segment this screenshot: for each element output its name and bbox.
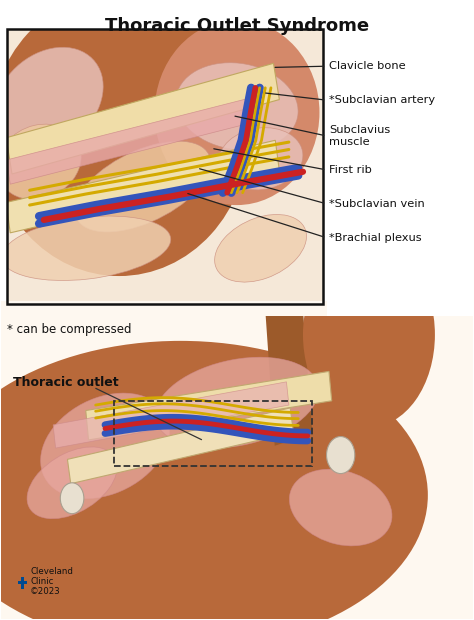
Bar bbox=[7, 29, 323, 304]
Text: *Subclavian vein: *Subclavian vein bbox=[329, 199, 425, 209]
Polygon shape bbox=[86, 371, 332, 440]
Text: Thoracic Outlet Syndrome: Thoracic Outlet Syndrome bbox=[105, 17, 369, 35]
Ellipse shape bbox=[0, 124, 81, 200]
Polygon shape bbox=[67, 408, 293, 484]
Text: * can be compressed: * can be compressed bbox=[7, 323, 132, 336]
Ellipse shape bbox=[27, 447, 117, 519]
Polygon shape bbox=[265, 310, 312, 446]
Ellipse shape bbox=[2, 216, 171, 280]
Bar bbox=[323, 0, 473, 316]
Ellipse shape bbox=[215, 215, 307, 282]
Bar bbox=[7, 29, 323, 304]
Bar bbox=[1, 301, 328, 316]
Polygon shape bbox=[6, 140, 279, 233]
Circle shape bbox=[60, 483, 84, 514]
Ellipse shape bbox=[290, 469, 392, 546]
Bar bbox=[1, 0, 7, 316]
Ellipse shape bbox=[303, 242, 435, 427]
Bar bbox=[115, 401, 312, 466]
Bar bbox=[1, 307, 473, 619]
Ellipse shape bbox=[0, 341, 428, 620]
Ellipse shape bbox=[218, 128, 303, 190]
Ellipse shape bbox=[155, 20, 319, 205]
Text: Thoracic outlet: Thoracic outlet bbox=[13, 376, 119, 389]
Text: Clavicle bone: Clavicle bone bbox=[329, 61, 406, 71]
Polygon shape bbox=[7, 96, 260, 184]
Bar bbox=[21, 577, 24, 589]
Polygon shape bbox=[6, 63, 279, 174]
Bar bbox=[1, 0, 473, 29]
Text: First rib: First rib bbox=[329, 165, 372, 175]
Text: *Brachial plexus: *Brachial plexus bbox=[329, 232, 421, 243]
Text: Subclavius
muscle: Subclavius muscle bbox=[329, 125, 390, 147]
Ellipse shape bbox=[0, 0, 249, 276]
Ellipse shape bbox=[0, 47, 103, 153]
Circle shape bbox=[327, 436, 355, 474]
Ellipse shape bbox=[41, 393, 170, 498]
Text: Cleveland
Clinic
©2023: Cleveland Clinic ©2023 bbox=[30, 567, 73, 596]
Ellipse shape bbox=[176, 63, 298, 150]
Ellipse shape bbox=[155, 357, 319, 448]
Polygon shape bbox=[53, 382, 289, 448]
Text: *Subclavian artery: *Subclavian artery bbox=[329, 95, 435, 105]
Ellipse shape bbox=[75, 141, 210, 232]
Bar bbox=[18, 582, 27, 584]
